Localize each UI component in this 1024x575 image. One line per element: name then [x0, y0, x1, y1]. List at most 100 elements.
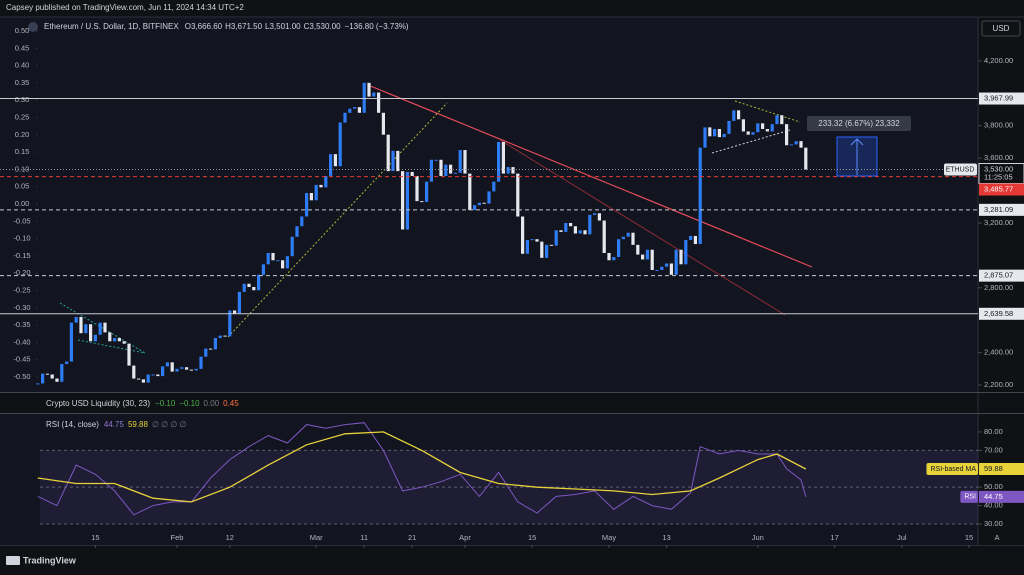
candle: [233, 310, 237, 314]
level-label: 2,639.58: [984, 309, 1013, 318]
measure-label: 233.32 (6.67%) 23,332: [818, 119, 900, 128]
rsi-legend: RSI (14, close) 44.75 59.88 ∅ ∅ ∅ ∅: [46, 420, 187, 429]
level-label-bg: [979, 307, 1024, 320]
candle: [641, 254, 645, 260]
candle: [271, 252, 275, 261]
candle: [425, 181, 429, 202]
indicator-value: 44.75: [104, 420, 125, 429]
candle: [372, 92, 376, 97]
series-value-bg: [979, 490, 1024, 503]
series-name-bg: [960, 490, 978, 503]
candle: [535, 239, 539, 242]
candle: [727, 120, 731, 134]
candle: [655, 269, 659, 271]
quote-value: 3,666.60: [191, 22, 223, 31]
candle: [281, 260, 285, 269]
candle: [636, 244, 640, 255]
candle: [45, 373, 49, 375]
indicator-value: −0.10: [155, 399, 176, 408]
candle: [626, 232, 630, 237]
candle: [170, 362, 174, 372]
candle: [305, 193, 309, 217]
candle: [353, 107, 357, 109]
y2-tick-label: -0.05: [13, 216, 30, 225]
candle: [794, 141, 798, 145]
candle: [621, 236, 625, 240]
auto-scale[interactable]: A: [994, 533, 999, 542]
candle: [247, 283, 251, 287]
indicator-name: RSI (14, close): [46, 420, 99, 429]
candle: [741, 119, 745, 132]
candle: [525, 240, 529, 254]
y-tick-label: 3,200.00: [984, 218, 1013, 227]
level-label: 3,485.77: [984, 184, 1013, 193]
series-value-bg: [979, 462, 1024, 475]
candle: [204, 348, 208, 357]
y-tick-label: 4,200.00: [984, 56, 1013, 65]
quote-value: 3,530.00: [309, 22, 341, 31]
candle: [501, 141, 505, 174]
x-tick-label: Jul: [897, 533, 907, 542]
candle: [209, 348, 213, 350]
candle: [141, 379, 145, 383]
y-tick-label: 70.00: [984, 445, 1003, 454]
flag-line: [711, 129, 791, 154]
series-value-tag: 44.75: [984, 492, 1003, 501]
y-tick-label: 2,800.00: [984, 283, 1013, 292]
candle: [521, 216, 525, 254]
y2-tick-label: -0.25: [13, 285, 30, 294]
candle: [300, 216, 304, 227]
candle: [669, 263, 673, 275]
candle: [434, 159, 438, 161]
indicator-value: 0.45: [223, 399, 239, 408]
candle: [348, 108, 352, 113]
candle: [473, 205, 477, 211]
y2-tick-label: 0.15: [15, 147, 30, 156]
y2-tick-label: -0.40: [13, 337, 30, 346]
candle: [127, 343, 131, 366]
candle: [564, 222, 568, 232]
candle: [645, 249, 649, 260]
candle: [804, 147, 808, 170]
candle: [324, 175, 328, 188]
y2-tick-label: 0.30: [15, 95, 30, 104]
candle: [396, 150, 400, 172]
candle: [770, 124, 774, 132]
y2-tick-label: 0.35: [15, 78, 30, 87]
y2-tick-label: 0.45: [15, 43, 30, 52]
candle: [597, 213, 601, 221]
candle: [237, 291, 241, 314]
quote-key: L: [265, 22, 270, 31]
trend-line: [227, 102, 448, 338]
candle: [612, 257, 616, 261]
candle: [549, 244, 553, 246]
x-tick-label: 15: [528, 533, 536, 542]
candle: [367, 82, 371, 97]
candle: [242, 283, 246, 292]
candle: [799, 141, 803, 148]
candle: [41, 373, 45, 384]
candle: [554, 230, 558, 246]
x-tick-label: 17: [830, 533, 838, 542]
x-tick-label: Apr: [459, 533, 471, 542]
y-tick-label: 80.00: [984, 427, 1003, 436]
candle: [65, 361, 69, 364]
currency[interactable]: USD: [993, 24, 1010, 33]
level-label-bg: [979, 183, 1024, 196]
candle: [84, 324, 88, 334]
y-tick-label: 30.00: [984, 519, 1003, 528]
candle: [146, 374, 150, 383]
candle: [453, 172, 457, 174]
candle: [338, 122, 342, 167]
candle: [362, 82, 366, 113]
wedge-line: [77, 339, 146, 354]
currency-box[interactable]: [981, 20, 1021, 37]
level-label-bg: [979, 203, 1024, 216]
candle: [780, 115, 784, 125]
candle: [175, 368, 179, 372]
candle: [463, 150, 467, 174]
rsi-line: [37, 422, 807, 516]
level-label-bg: [979, 269, 1024, 282]
y-tick-label: 2,400.00: [984, 348, 1013, 357]
candle: [477, 202, 481, 206]
